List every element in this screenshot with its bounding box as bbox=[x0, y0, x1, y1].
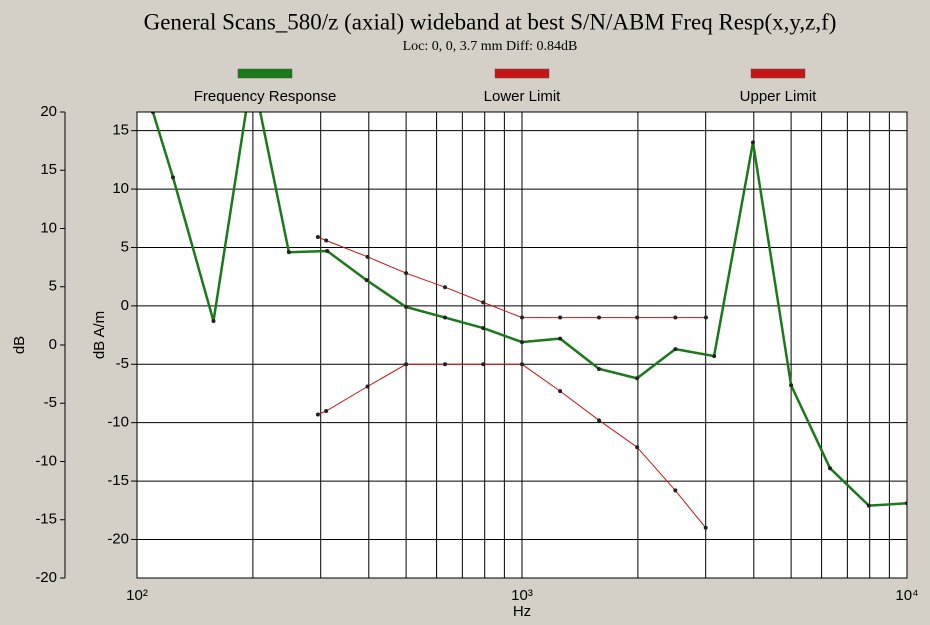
data-point bbox=[558, 315, 563, 320]
data-point bbox=[635, 376, 640, 381]
legend-swatch bbox=[750, 68, 806, 79]
data-point bbox=[286, 250, 291, 255]
legend-label: Lower Limit bbox=[484, 88, 562, 105]
data-point bbox=[481, 362, 486, 367]
y2-tick-label: -15 bbox=[107, 472, 129, 489]
data-point bbox=[635, 315, 640, 320]
y-tick-label: 0 bbox=[49, 336, 57, 353]
y-tick-label: -15 bbox=[35, 511, 57, 528]
data-point bbox=[481, 300, 486, 305]
data-point bbox=[325, 248, 330, 253]
data-point bbox=[558, 336, 563, 341]
data-point bbox=[520, 362, 524, 367]
data-point bbox=[597, 366, 602, 371]
data-point bbox=[866, 503, 871, 508]
legend-label: Upper Limit bbox=[740, 88, 818, 105]
x-axis-label: Hz bbox=[513, 603, 531, 620]
data-point bbox=[443, 285, 448, 290]
data-point bbox=[315, 234, 320, 239]
x-tick-label: 10³ bbox=[511, 587, 533, 604]
y-tick-label: 20 bbox=[40, 103, 57, 120]
y2-tick-label: 15 bbox=[112, 122, 129, 139]
data-point bbox=[597, 315, 602, 320]
y-axis-label: dB bbox=[11, 336, 28, 354]
y2-tick-label: -10 bbox=[107, 414, 129, 431]
data-point bbox=[170, 175, 175, 180]
series-line bbox=[317, 363, 707, 529]
x-tick-label: 10² bbox=[126, 587, 148, 604]
data-point bbox=[703, 525, 708, 530]
y2-tick-label: 5 bbox=[121, 238, 129, 255]
y2-tick-label: -20 bbox=[107, 530, 129, 547]
data-point bbox=[750, 140, 755, 145]
y-tick-label: -5 bbox=[44, 394, 57, 411]
data-point bbox=[520, 315, 524, 320]
data-point bbox=[404, 362, 409, 367]
data-point bbox=[635, 445, 640, 450]
data-point bbox=[703, 315, 708, 320]
chart-title: General Scans_580/z (axial) wideband at … bbox=[144, 9, 837, 34]
y-tick-label: 15 bbox=[40, 161, 57, 178]
data-point bbox=[211, 319, 216, 324]
data-point bbox=[673, 347, 678, 352]
y-tick-label: 5 bbox=[49, 278, 57, 295]
data-point bbox=[365, 384, 370, 389]
y-tick-label: 10 bbox=[40, 219, 57, 236]
data-point bbox=[712, 354, 717, 359]
data-point bbox=[597, 418, 602, 423]
legend-swatch bbox=[237, 68, 293, 79]
legend-swatch bbox=[494, 68, 550, 79]
data-point bbox=[364, 278, 369, 283]
y2-tick-label: 10 bbox=[112, 180, 129, 197]
x-tick-label: 10⁴ bbox=[895, 587, 918, 604]
series-line bbox=[317, 236, 706, 319]
y2-axis-label: dB A/m bbox=[91, 311, 108, 359]
chart-subtitle: Loc: 0, 0, 3.7 mm Diff: 0.84dB bbox=[403, 39, 578, 54]
data-point bbox=[558, 389, 563, 394]
data-point bbox=[404, 271, 409, 276]
plot bbox=[137, 112, 907, 578]
data-point bbox=[443, 362, 448, 367]
data-point bbox=[443, 315, 448, 320]
y-tick-label: -10 bbox=[35, 452, 57, 469]
y2-tick-label: 0 bbox=[121, 297, 129, 314]
data-point bbox=[324, 238, 329, 243]
y-tick-label: -20 bbox=[35, 569, 57, 586]
data-point bbox=[789, 383, 794, 388]
data-point bbox=[673, 488, 678, 493]
legend-label: Frequency Response bbox=[194, 88, 337, 105]
data-point bbox=[404, 305, 409, 310]
plot-border bbox=[136, 111, 908, 579]
data-point bbox=[324, 408, 329, 413]
data-point bbox=[673, 315, 678, 320]
data-point bbox=[828, 466, 833, 471]
data-point bbox=[365, 254, 370, 259]
y2-tick-label: -5 bbox=[116, 355, 129, 372]
data-point bbox=[315, 412, 320, 417]
data-point bbox=[481, 326, 486, 331]
data-point bbox=[520, 340, 524, 345]
